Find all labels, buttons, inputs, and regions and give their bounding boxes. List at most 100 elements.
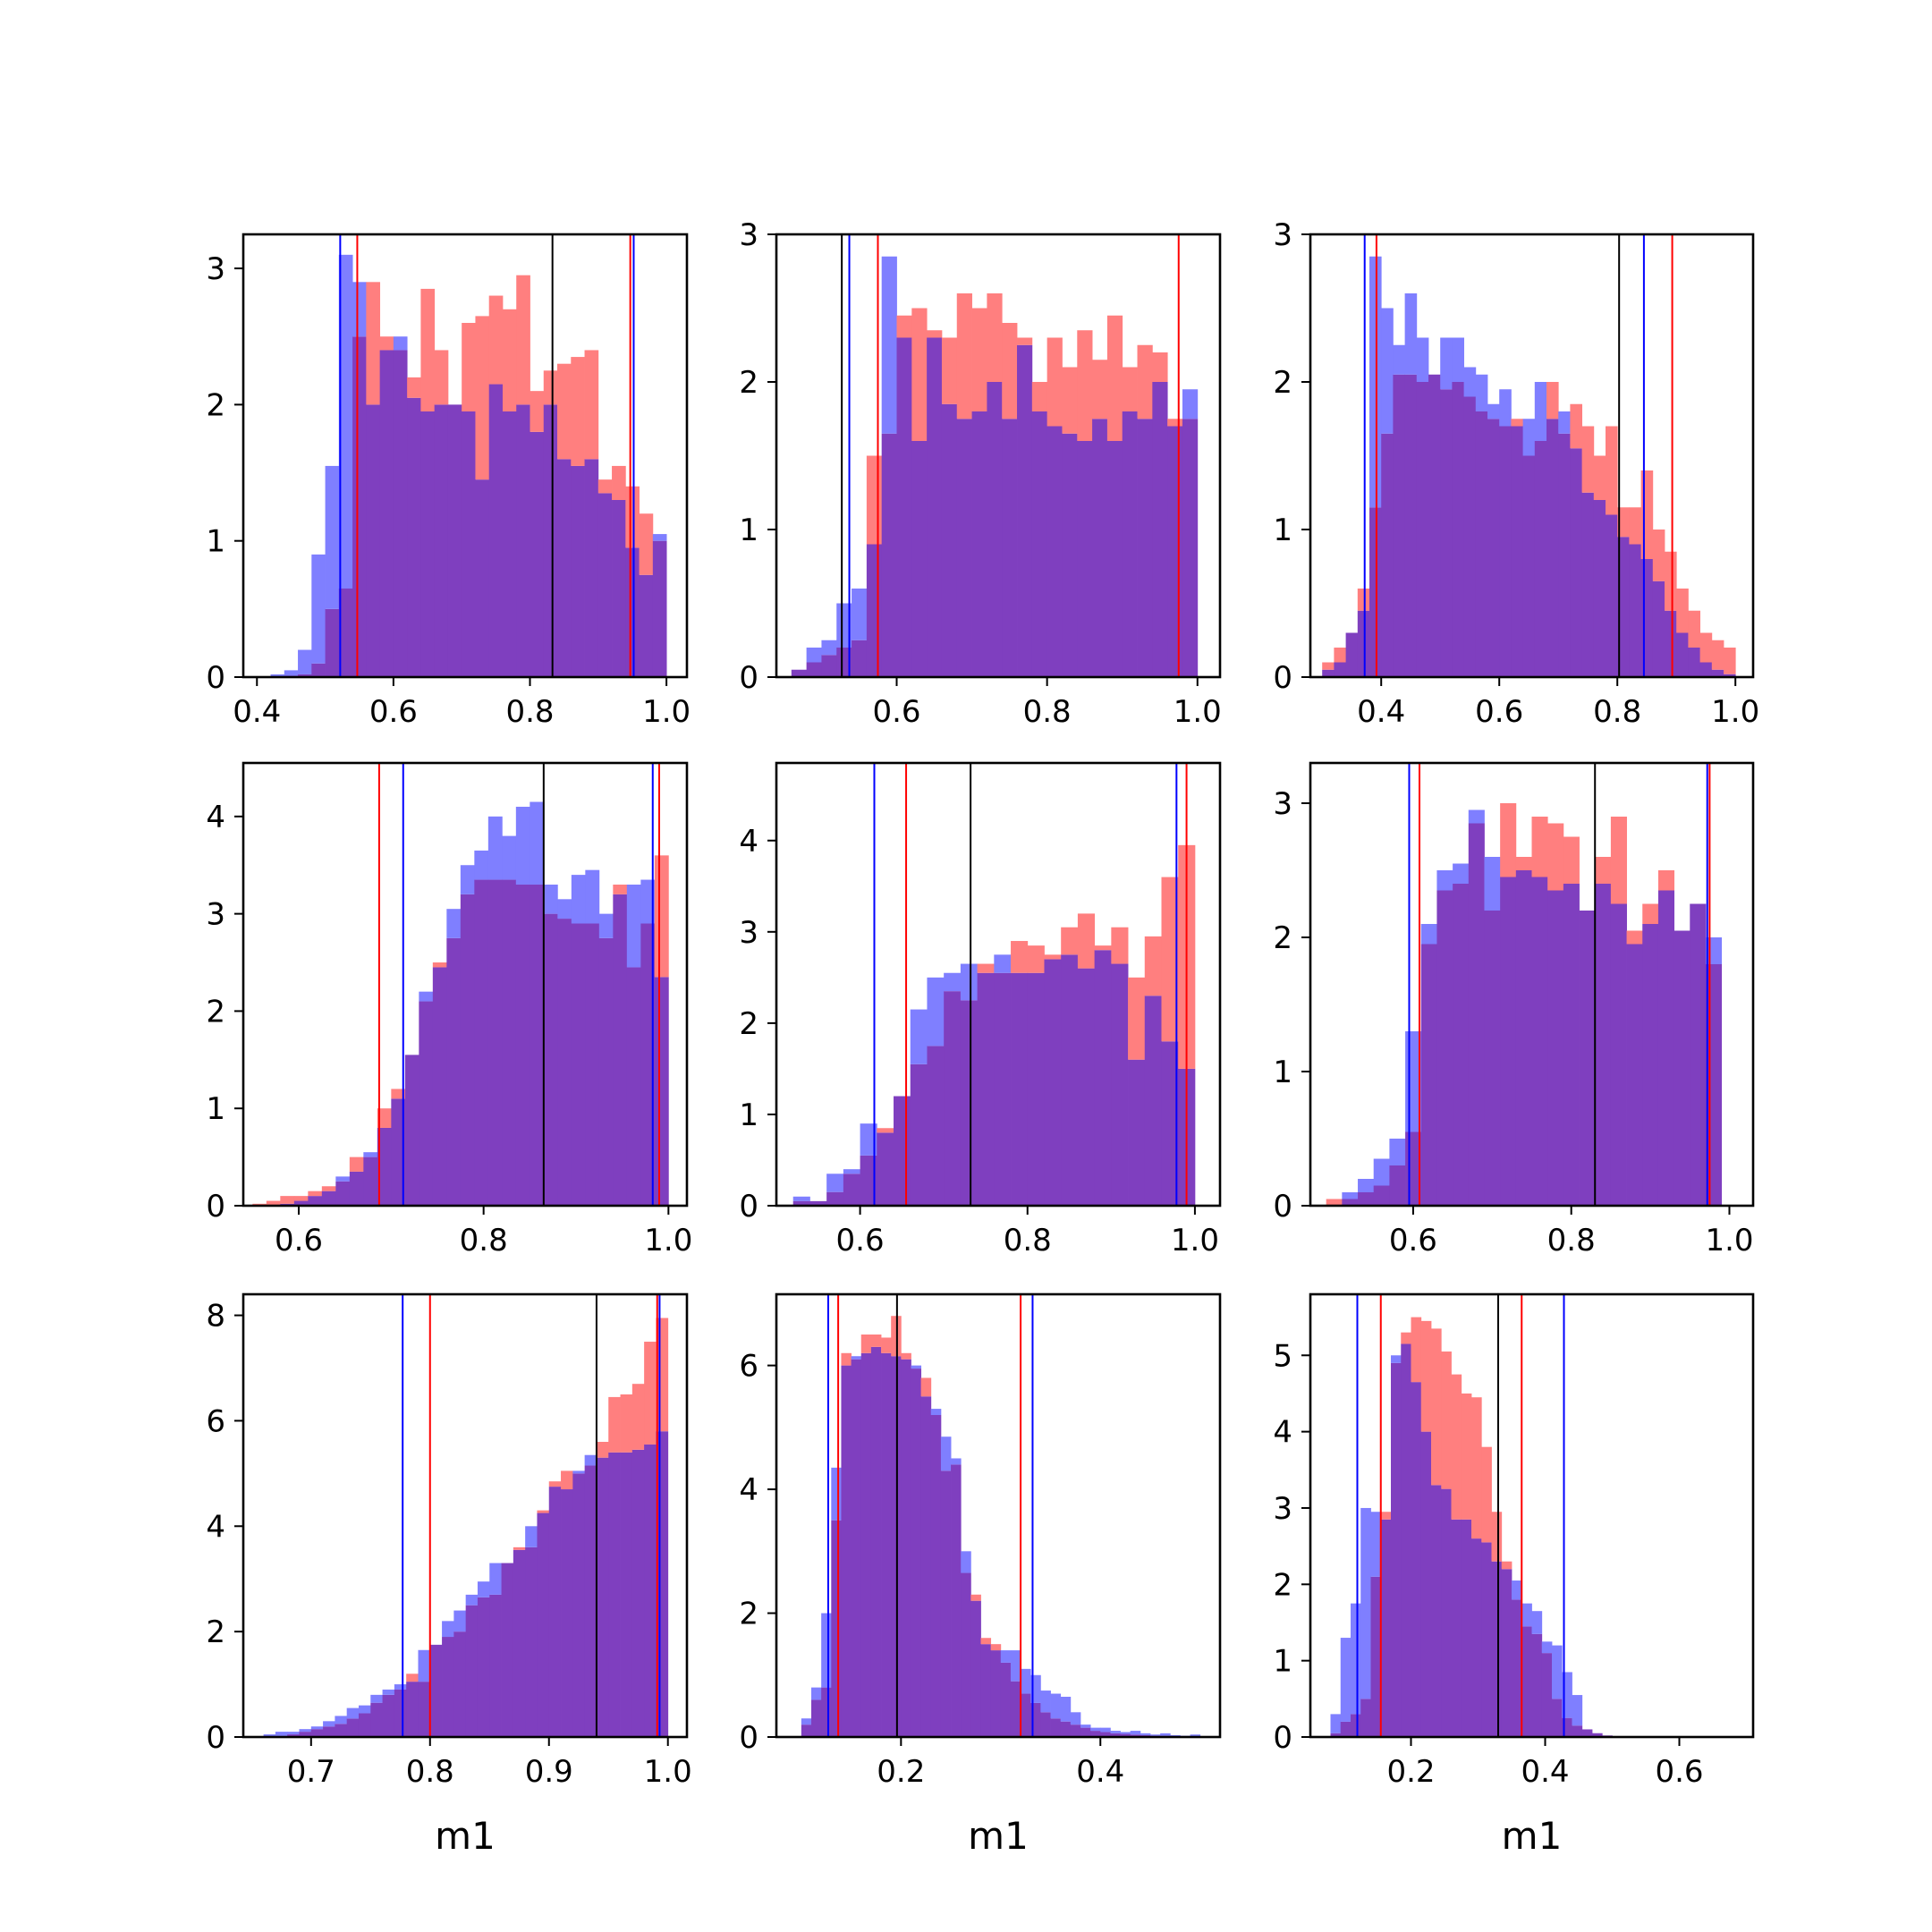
axes-frame bbox=[775, 233, 1222, 679]
histogram-bar-overlap bbox=[961, 1572, 971, 1737]
histogram-bar-overlap bbox=[1579, 911, 1596, 1206]
histogram-bar-overlap bbox=[1499, 426, 1512, 677]
histogram-bar-red bbox=[620, 1394, 633, 1453]
histogram-bar-overlap bbox=[1546, 419, 1559, 677]
histogram-bar-overlap bbox=[851, 1359, 862, 1737]
histogram-bar-red bbox=[462, 323, 476, 411]
histogram-bar-overlap bbox=[1452, 382, 1464, 677]
histogram-bar-blue bbox=[1541, 1641, 1553, 1654]
histogram-bar-red bbox=[266, 1200, 281, 1206]
histogram-bar-blue bbox=[940, 1436, 952, 1471]
histogram-bar-red bbox=[1652, 530, 1665, 581]
histogram-bar-overlap bbox=[502, 879, 517, 1206]
histogram-bar-overlap bbox=[1688, 648, 1700, 677]
histogram-bar-overlap bbox=[1000, 1662, 1012, 1737]
histogram-bar-blue bbox=[1512, 1580, 1522, 1600]
histogram-bar-overlap bbox=[806, 662, 822, 677]
histogram-bar-overlap bbox=[489, 1594, 502, 1737]
histogram-bar-overlap bbox=[866, 544, 883, 677]
histogram-bar-overlap bbox=[1511, 426, 1523, 677]
y-tick-label: 0 bbox=[206, 1189, 225, 1224]
histogram-bar-overlap bbox=[585, 923, 600, 1206]
histogram-bar-blue bbox=[930, 1409, 942, 1415]
histogram-bar-red bbox=[1031, 382, 1048, 411]
histogram-bar-red bbox=[941, 337, 958, 404]
histogram-bar-red bbox=[896, 315, 912, 338]
histogram-bar-overlap bbox=[1558, 433, 1571, 677]
histogram-bar-red bbox=[1642, 903, 1659, 924]
x-tick-label: 0.4 bbox=[1357, 694, 1405, 730]
histogram-bar-overlap bbox=[927, 337, 943, 677]
histogram-bar-overlap bbox=[382, 1694, 395, 1737]
histogram-bar-overlap bbox=[335, 1724, 348, 1737]
histogram-bar-overlap bbox=[791, 669, 808, 677]
x-axis-label: m1 bbox=[968, 1814, 1029, 1858]
histogram-bar-red bbox=[613, 884, 628, 894]
x-tick-label: 1.0 bbox=[642, 694, 691, 730]
histogram-bar-overlap bbox=[1120, 1733, 1131, 1737]
histogram-bar-overlap bbox=[1610, 903, 1627, 1206]
histogram-bar-blue bbox=[474, 850, 489, 880]
histogram-bar-overlap bbox=[572, 1473, 586, 1737]
histogram-bar-blue bbox=[1050, 1693, 1062, 1719]
histogram-bar-blue bbox=[338, 254, 353, 589]
histogram-bar-overlap bbox=[1461, 1519, 1472, 1737]
histogram-bar-blue bbox=[826, 1174, 844, 1192]
histogram-bar-red bbox=[990, 1644, 1002, 1651]
histogram-bar-blue bbox=[1475, 374, 1488, 411]
y-tick-label: 3 bbox=[739, 915, 758, 951]
histogram-bar-overlap bbox=[821, 1687, 832, 1737]
histogram-bar-overlap bbox=[1512, 1599, 1522, 1737]
histogram-bar-overlap bbox=[1137, 419, 1153, 677]
axes-frame bbox=[775, 761, 1222, 1208]
y-tick-label: 0 bbox=[206, 660, 225, 696]
y-tick-label: 8 bbox=[206, 1299, 225, 1335]
histogram-bar-blue bbox=[358, 1705, 371, 1714]
panel-9: 0.2 0.4 0.6 0 1 2 3 4 5 m1 bbox=[1273, 1292, 1755, 1858]
histogram-bar-overlap bbox=[1031, 411, 1048, 677]
histogram-bar-overlap bbox=[620, 1452, 633, 1737]
y-tick-label: 1 bbox=[206, 1091, 225, 1127]
histogram-bar-overlap bbox=[1106, 441, 1123, 677]
histogram-bar-overlap bbox=[1534, 441, 1547, 677]
histogram-bar-blue bbox=[1140, 1733, 1151, 1735]
histogram-bar-overlap bbox=[1552, 1699, 1563, 1737]
histogram-bar-red bbox=[1461, 1393, 1472, 1520]
histogram-bar-overlap bbox=[1484, 911, 1501, 1206]
x-tick-label: 1.0 bbox=[1171, 1223, 1219, 1258]
histogram-bar-blue bbox=[1010, 1650, 1021, 1682]
histogram-bar-overlap bbox=[631, 1449, 645, 1737]
histogram-bar-blue bbox=[543, 884, 558, 914]
histogram-bar-blue bbox=[851, 1356, 862, 1360]
histogram-bar-blue bbox=[1373, 1158, 1390, 1186]
histogram-bar-blue bbox=[460, 865, 475, 894]
histogram-bar-red bbox=[377, 1108, 392, 1128]
histogram-bar-blue bbox=[370, 1694, 383, 1703]
axes-frame bbox=[1309, 761, 1755, 1208]
histogram-bar-red bbox=[1106, 315, 1123, 441]
histogram-bar-overlap bbox=[930, 1415, 942, 1737]
y-tick-label: 2 bbox=[739, 1597, 758, 1632]
histogram-bar-overlap bbox=[1373, 1185, 1390, 1206]
histogram-bar-blue bbox=[525, 1526, 538, 1547]
histogram-bar-blue bbox=[1499, 389, 1512, 427]
histogram-bar-overlap bbox=[1100, 1732, 1111, 1737]
histogram-bar-blue bbox=[310, 1726, 324, 1730]
histogram-bar-overlap bbox=[598, 937, 614, 1206]
histogram-bar-red bbox=[1401, 1332, 1411, 1344]
histogram-bar-blue bbox=[1149, 1734, 1161, 1736]
histogram-bar-overlap bbox=[1144, 996, 1162, 1206]
panel-6: 0.6 0.8 1.0 0 1 2 3 bbox=[1273, 761, 1755, 1258]
x-tick-label: 0.8 bbox=[1023, 694, 1072, 730]
histogram-bar-overlap bbox=[910, 1063, 928, 1206]
histogram-bar-blue bbox=[652, 534, 667, 541]
histogram-bar-overlap bbox=[406, 1682, 419, 1737]
histogram-bar-red bbox=[321, 1186, 336, 1191]
y-tick-label: 1 bbox=[739, 513, 758, 548]
histogram-bar-overlap bbox=[477, 1597, 490, 1737]
histogram-bar-blue bbox=[1391, 1355, 1402, 1363]
y-tick-label: 6 bbox=[206, 1403, 225, 1439]
histogram-bar-blue bbox=[453, 1610, 467, 1632]
histogram-bar-overlap bbox=[1152, 382, 1168, 677]
histogram-bar-red bbox=[608, 1396, 621, 1453]
